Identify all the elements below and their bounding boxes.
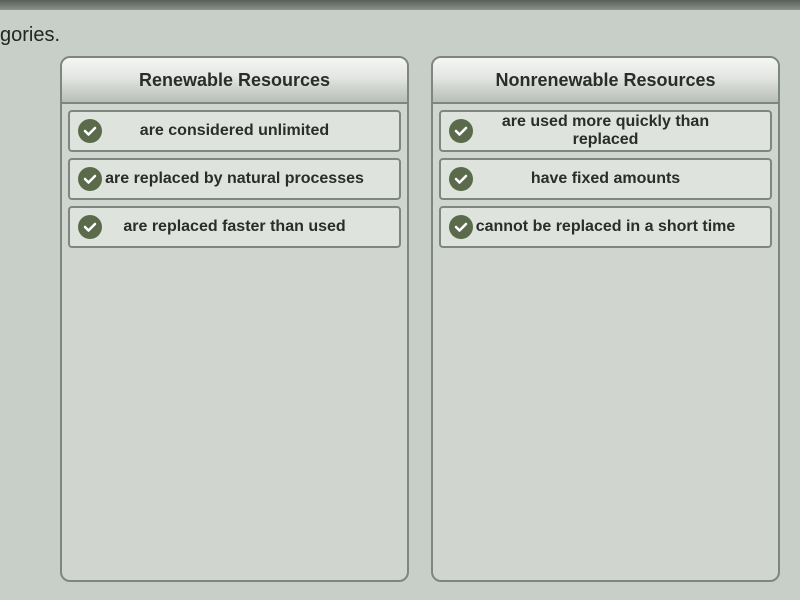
item-label: are replaced faster than used bbox=[102, 218, 399, 236]
categories-container: Renewable Resources are considered unlim… bbox=[60, 56, 780, 582]
checkmark-icon bbox=[449, 119, 473, 143]
item-label: have fixed amounts bbox=[473, 170, 770, 188]
panel-nonrenewable: Nonrenewable Resources are used more qui… bbox=[431, 56, 780, 582]
list-item[interactable]: are used more quickly than replaced bbox=[439, 110, 772, 152]
list-item[interactable]: cannot be replaced in a short time bbox=[439, 206, 772, 248]
checkmark-icon bbox=[78, 215, 102, 239]
prompt-text-fragment: gories. bbox=[0, 24, 60, 47]
panel-body-nonrenewable: are used more quickly than replaced have… bbox=[433, 104, 778, 254]
panel-header-renewable: Renewable Resources bbox=[62, 58, 407, 104]
item-label: cannot be replaced in a short time bbox=[473, 218, 770, 236]
list-item[interactable]: are replaced faster than used bbox=[68, 206, 401, 248]
panel-body-renewable: are considered unlimited are replaced by… bbox=[62, 104, 407, 254]
list-item[interactable]: are replaced by natural processes bbox=[68, 158, 401, 200]
list-item[interactable]: are considered unlimited bbox=[68, 110, 401, 152]
item-label: are considered unlimited bbox=[102, 122, 399, 140]
list-item[interactable]: have fixed amounts bbox=[439, 158, 772, 200]
checkmark-icon bbox=[449, 215, 473, 239]
panel-header-nonrenewable: Nonrenewable Resources bbox=[433, 58, 778, 104]
item-label: are replaced by natural processes bbox=[102, 170, 399, 188]
window-top-edge bbox=[0, 0, 800, 10]
panel-renewable: Renewable Resources are considered unlim… bbox=[60, 56, 409, 582]
checkmark-icon bbox=[78, 167, 102, 191]
item-label: are used more quickly than replaced bbox=[473, 113, 770, 149]
checkmark-icon bbox=[449, 167, 473, 191]
checkmark-icon bbox=[78, 119, 102, 143]
